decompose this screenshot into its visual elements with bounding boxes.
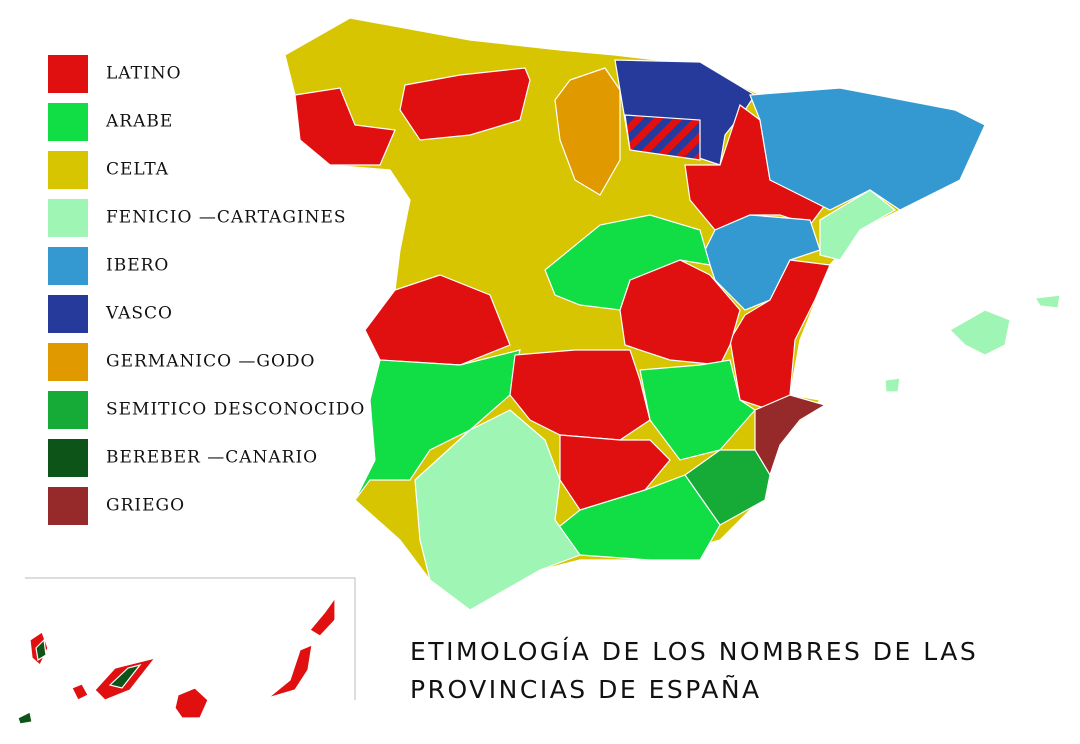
legend-swatch [48,295,88,333]
legend-label: GERMANICO —GODO [106,352,316,372]
legend-label: ARABE [105,112,173,132]
legend-swatch [48,439,88,477]
legend-swatch [48,151,88,189]
province [108,663,142,689]
province [364,274,511,366]
province [544,214,711,311]
legend-swatch [48,247,88,285]
province [174,687,209,719]
province [819,189,897,261]
province [619,259,741,366]
title-line: ETIMOLOGÍA DE LOS NOMBRES DE LAS [410,637,978,666]
legend: LATINO ARABE CELTA FENICIO —CARTAGINES IBERO… [48,55,365,525]
province [554,67,621,196]
province [754,394,827,477]
legend-label: SEMITICO DESCONOCIDO [106,400,365,420]
province [267,644,313,699]
province [509,349,651,441]
province [309,596,336,637]
province [35,638,47,661]
legend-label: GRIEGO [106,496,185,516]
legend-swatch [48,55,88,93]
province [749,87,986,211]
province [294,87,396,166]
legend-label: LATINO [106,64,182,84]
spain-map [17,17,1061,725]
province [71,683,89,701]
province [399,67,531,141]
legend-swatch [48,103,88,141]
legend-swatch [48,199,88,237]
legend-label: BEREBER —CANARIO [106,448,318,468]
province [414,409,581,611]
province [17,711,33,725]
legend-swatch [48,391,88,429]
province [559,434,671,511]
province [354,349,521,501]
legend-label: CELTA [106,160,169,180]
province [949,309,1011,356]
legend-label: VASCO [105,304,173,324]
province [1033,294,1061,309]
legend-label: IBERO [106,256,169,276]
title-line: PROVINCIAS DE ESPAÑA [410,674,762,704]
legend-swatch [48,343,88,381]
legend-swatch [48,487,88,525]
legend-label: FENICIO —CARTAGINES [106,208,347,228]
province [884,377,901,393]
